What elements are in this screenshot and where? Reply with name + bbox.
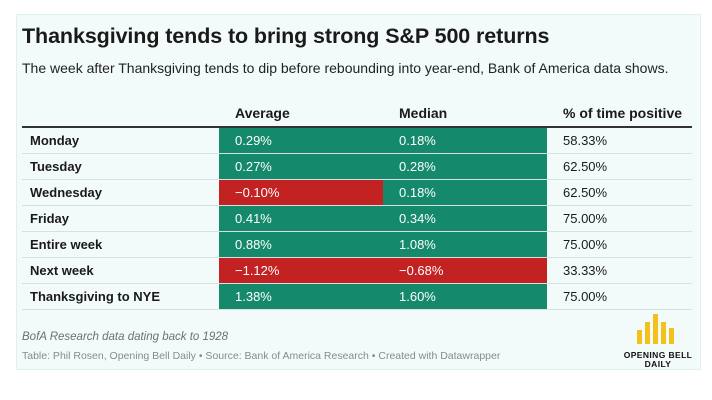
table-row: Wednesday −0.10% 0.18% 62.50%: [22, 179, 692, 206]
row-label: Thanksgiving to NYE: [22, 283, 219, 310]
median-cell: 0.18%: [383, 179, 547, 206]
column-header-label: [22, 100, 219, 128]
pct-positive-cell: 33.33%: [547, 257, 692, 284]
median-cell: 0.18%: [383, 127, 547, 154]
bar-chart-logo-icon: [637, 314, 677, 344]
row-label: Tuesday: [22, 153, 219, 180]
table-row: Friday 0.41% 0.34% 75.00%: [22, 205, 692, 232]
row-label: Wednesday: [22, 179, 219, 206]
logo-text-line1: OPENING BELL: [623, 350, 693, 360]
chart-subtitle: The week after Thanksgiving tends to dip…: [22, 60, 669, 76]
row-label: Entire week: [22, 231, 219, 258]
average-cell: −1.12%: [219, 257, 383, 284]
median-cell: 1.08%: [383, 231, 547, 258]
chart-card: Thanksgiving tends to bring strong S&P 5…: [16, 14, 701, 370]
average-cell: 1.38%: [219, 283, 383, 310]
row-label: Next week: [22, 257, 219, 284]
average-cell: 0.27%: [219, 153, 383, 180]
footnote: BofA Research data dating back to 1928: [22, 331, 229, 343]
returns-table: Average Median % of time positive Monday…: [22, 100, 692, 310]
table-row: Thanksgiving to NYE 1.38% 1.60% 75.00%: [22, 283, 692, 310]
pct-positive-cell: 75.00%: [547, 283, 692, 310]
table-row: Next week −1.12% −0.68% 33.33%: [22, 257, 692, 284]
pct-positive-cell: 58.33%: [547, 127, 692, 154]
logo-bar: [669, 328, 674, 344]
average-cell: 0.29%: [219, 127, 383, 154]
logo-bar: [661, 322, 666, 344]
opening-bell-daily-logo: OPENING BELL DAILY: [615, 314, 701, 369]
average-cell: 0.88%: [219, 231, 383, 258]
median-cell: 0.34%: [383, 205, 547, 232]
pct-positive-cell: 75.00%: [547, 231, 692, 258]
median-cell: 0.28%: [383, 153, 547, 180]
source-line: Table: Phil Rosen, Opening Bell Daily • …: [22, 350, 501, 362]
pct-positive-cell: 75.00%: [547, 205, 692, 232]
header-row: Average Median % of time positive: [22, 100, 692, 128]
logo-bar: [653, 314, 658, 344]
column-header-average: Average: [219, 100, 383, 128]
row-label: Friday: [22, 205, 219, 232]
median-cell: 1.60%: [383, 283, 547, 310]
column-header-pct-positive: % of time positive: [547, 100, 692, 128]
average-cell: 0.41%: [219, 205, 383, 232]
table-row: Tuesday 0.27% 0.28% 62.50%: [22, 153, 692, 180]
average-cell: −0.10%: [219, 179, 383, 206]
pct-positive-cell: 62.50%: [547, 153, 692, 180]
row-label: Monday: [22, 127, 219, 154]
logo-text-line2: DAILY: [644, 359, 672, 369]
column-header-median: Median: [383, 100, 547, 128]
chart-title: Thanksgiving tends to bring strong S&P 5…: [22, 24, 550, 48]
median-cell: −0.68%: [383, 257, 547, 284]
logo-bar: [637, 330, 642, 344]
table-row: Monday 0.29% 0.18% 58.33%: [22, 127, 692, 154]
table-row: Entire week 0.88% 1.08% 75.00%: [22, 231, 692, 258]
pct-positive-cell: 62.50%: [547, 179, 692, 206]
logo-bar: [645, 322, 650, 344]
